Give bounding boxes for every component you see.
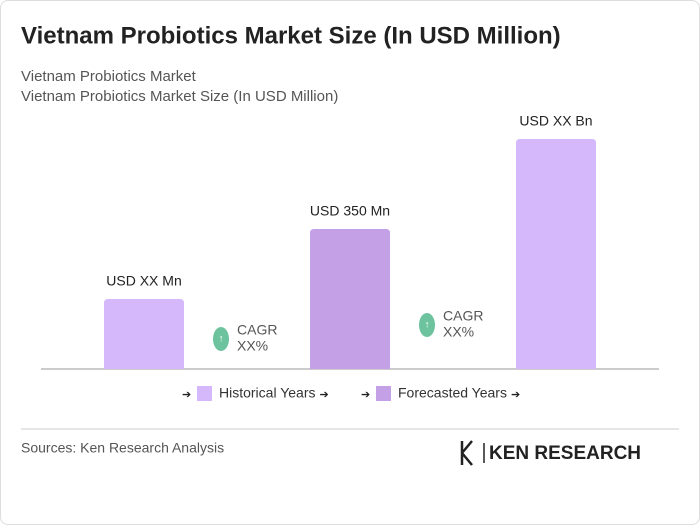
cagr-label: CAGR [237, 322, 277, 338]
bar [516, 139, 596, 369]
logo-icon [460, 440, 485, 466]
cagr-arrow: ↑ [219, 334, 224, 345]
legend-arrow: ➔ [182, 389, 191, 401]
value-label: USD 350 Mn [310, 203, 390, 219]
legend-arrow: ➔ [361, 389, 370, 401]
value-label: USD XX Bn [519, 113, 592, 129]
source: Sources: Ken Research Analysis [21, 440, 224, 456]
subtitle: Vietnam Probiotics Market [21, 68, 197, 85]
subtitle: Vietnam Probiotics Market Size (In USD M… [21, 88, 338, 105]
legend-label: Historical Years [219, 385, 316, 401]
legend-swatch [376, 386, 391, 401]
legend-label: Forecasted Years [398, 385, 507, 401]
legend-arrow: ➔ [511, 389, 520, 401]
legend-swatch [197, 386, 212, 401]
cagr-label: XX% [237, 338, 268, 354]
chart-title: Vietnam Probiotics Market Size (In USD M… [21, 22, 561, 49]
legend-arrow: ➔ [320, 389, 329, 401]
bar [104, 299, 184, 369]
value-label: USD XX Mn [106, 273, 181, 289]
cagr-arrow: ↑ [425, 320, 430, 331]
cagr-icon [419, 313, 435, 337]
logo-text: KEN RESEARCH [489, 443, 641, 464]
cagr-icon [213, 327, 229, 351]
cagr-label: CAGR [443, 308, 483, 324]
bar [310, 229, 390, 369]
cagr-label: XX% [443, 324, 474, 340]
